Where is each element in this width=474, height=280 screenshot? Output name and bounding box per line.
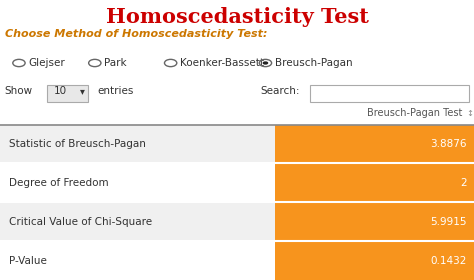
FancyBboxPatch shape [0, 164, 275, 202]
Text: entries: entries [97, 86, 134, 96]
Text: Breusch-Pagan Test: Breusch-Pagan Test [367, 108, 462, 118]
FancyBboxPatch shape [275, 164, 474, 202]
Text: 3.8876: 3.8876 [430, 139, 467, 149]
FancyBboxPatch shape [310, 85, 469, 102]
Text: Breusch-Pagan: Breusch-Pagan [275, 58, 353, 68]
FancyBboxPatch shape [275, 125, 474, 164]
FancyBboxPatch shape [275, 241, 474, 280]
Text: Park: Park [104, 58, 127, 68]
FancyBboxPatch shape [0, 241, 275, 280]
FancyBboxPatch shape [275, 202, 474, 241]
Text: Critical Value of Chi-Square: Critical Value of Chi-Square [9, 217, 153, 227]
Text: Statistic of Breusch-Pagan: Statistic of Breusch-Pagan [9, 139, 146, 149]
Text: ▾: ▾ [80, 87, 85, 97]
Text: Choose Method of Homoscedasticity Test:: Choose Method of Homoscedasticity Test: [5, 29, 267, 39]
Text: 5.9915: 5.9915 [430, 217, 467, 227]
Text: Show: Show [5, 86, 33, 96]
Text: 2: 2 [460, 178, 467, 188]
FancyBboxPatch shape [0, 202, 275, 241]
Text: Homoscedasticity Test: Homoscedasticity Test [106, 7, 368, 27]
FancyBboxPatch shape [0, 125, 275, 164]
Text: P-Value: P-Value [9, 256, 47, 265]
Text: ↕: ↕ [466, 109, 473, 118]
Text: Koenker-Bassett: Koenker-Bassett [180, 58, 264, 68]
Text: 10: 10 [54, 86, 67, 96]
Text: 0.1432: 0.1432 [430, 256, 467, 265]
Circle shape [263, 61, 268, 65]
FancyBboxPatch shape [47, 85, 88, 102]
Text: Search:: Search: [261, 86, 300, 96]
Text: Degree of Freedom: Degree of Freedom [9, 178, 109, 188]
Text: Glejser: Glejser [28, 58, 65, 68]
